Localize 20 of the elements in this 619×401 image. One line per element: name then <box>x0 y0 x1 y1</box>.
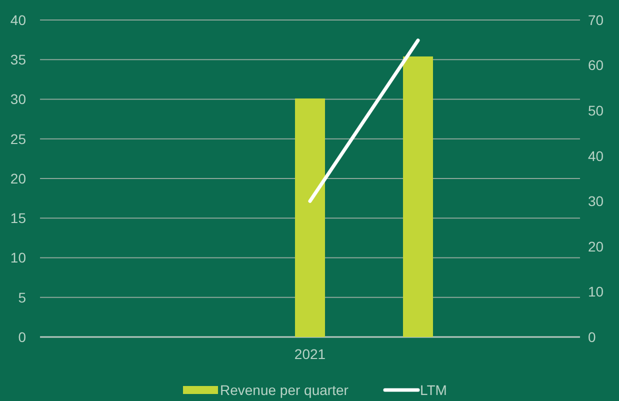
y2-tick-label: 40 <box>588 148 604 164</box>
y-tick-label: 40 <box>10 12 26 28</box>
y-tick-label: 15 <box>10 210 26 226</box>
y-tick-label: 0 <box>18 328 26 345</box>
x-tick-label: 2021 <box>294 346 326 362</box>
y-tick-label: 35 <box>10 52 26 68</box>
y2-tick-label: 60 <box>588 57 604 74</box>
y-tick-label: 25 <box>10 130 26 147</box>
y-tick-label: 5 <box>18 289 26 306</box>
y2-tick-label: 10 <box>588 284 604 300</box>
legend-label: LTM <box>420 382 447 398</box>
y2-tick-label: 30 <box>588 193 604 210</box>
legend-label: Revenue per quarter <box>220 382 349 398</box>
y2-tick-label: 0 <box>588 328 596 345</box>
y2-tick-label: 20 <box>588 238 604 254</box>
y2-tick-label: 50 <box>588 102 604 118</box>
y-tick-label: 10 <box>10 250 26 266</box>
y2-tick-label: 70 <box>588 12 604 28</box>
y-tick-label: 30 <box>10 91 26 108</box>
y-tick-label: 20 <box>10 170 26 186</box>
